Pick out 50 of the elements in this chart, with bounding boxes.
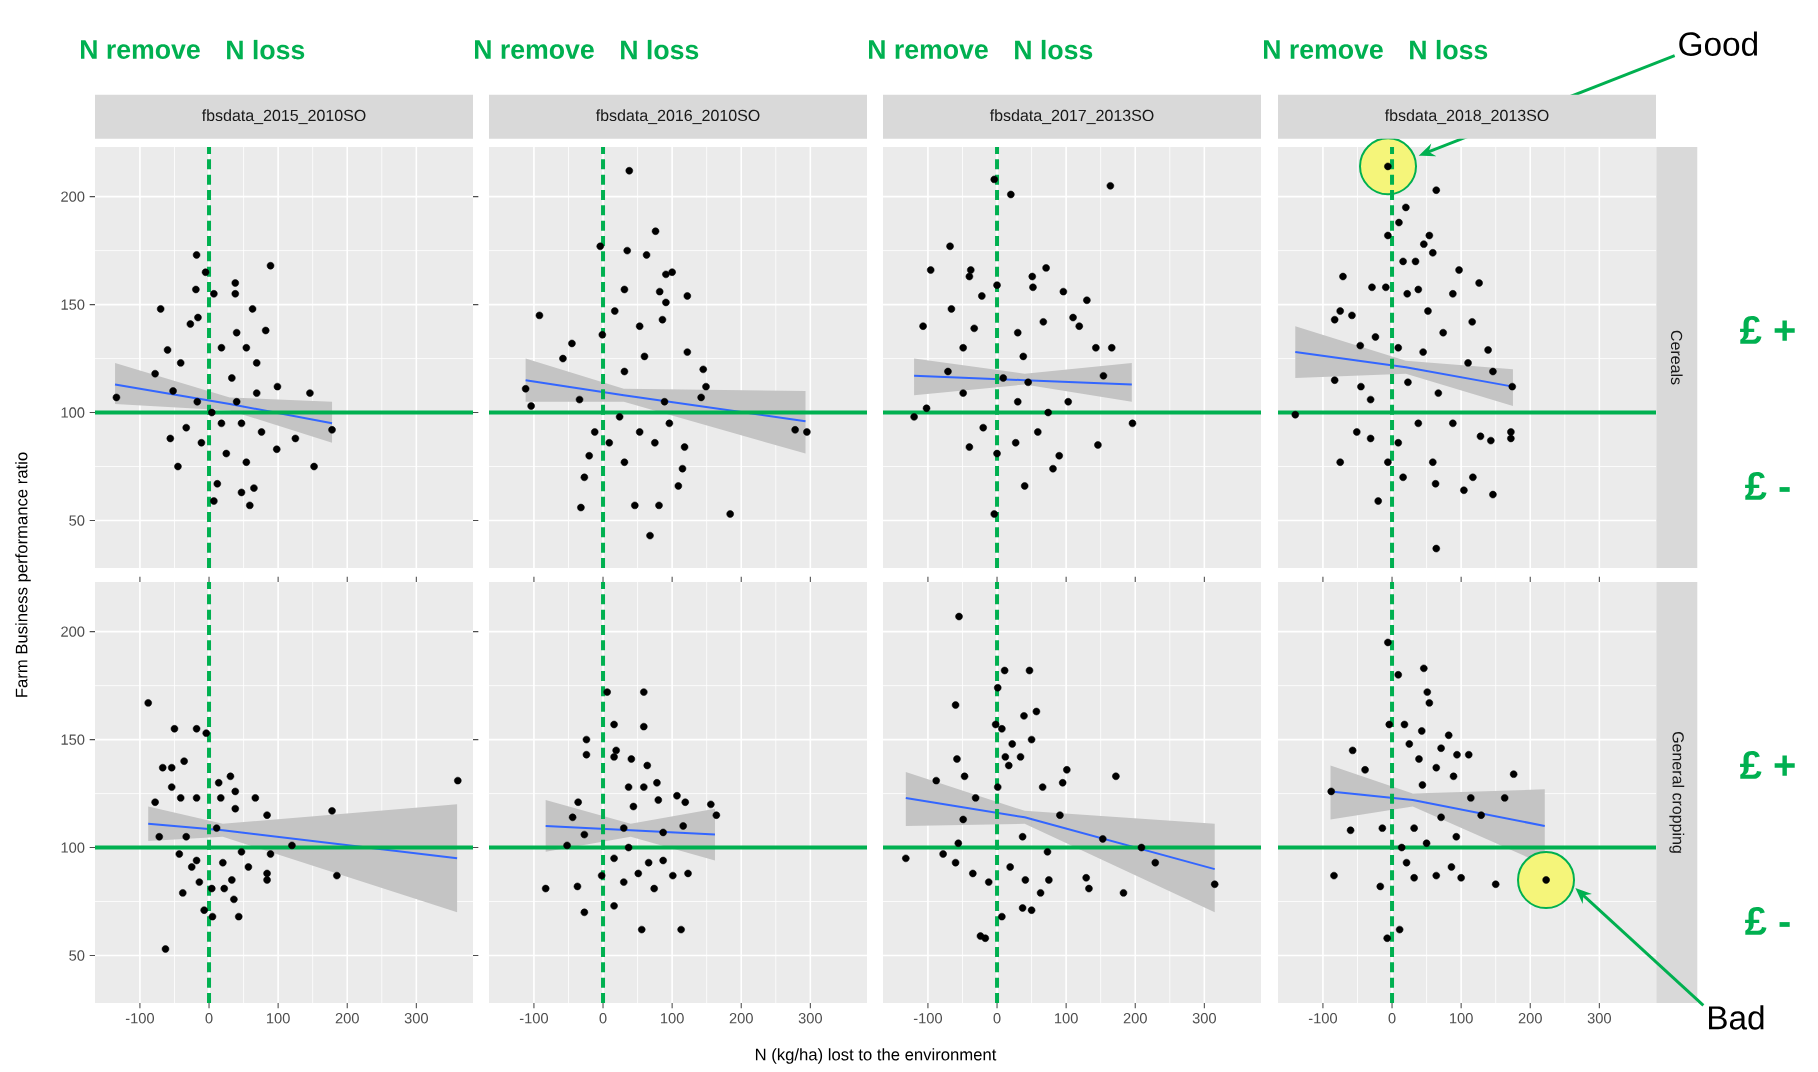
x-tick-label: 0	[205, 1013, 213, 1024]
y-tick-label: 50	[69, 950, 85, 961]
text: N loss	[1410, 39, 1488, 60]
text: Bad	[1709, 1005, 1764, 1030]
x-tick-label: 0	[1388, 1013, 1396, 1024]
text: N loss	[621, 39, 699, 60]
y-tick-label: 100	[61, 842, 85, 853]
text: N remove	[81, 40, 200, 59]
x-tick-label: 100	[661, 1013, 684, 1024]
y-tick-label: 200	[61, 191, 85, 202]
x-tick-label: -100	[1308, 1013, 1338, 1024]
x-tick-label: 300	[798, 1013, 822, 1024]
x-tick-label: 100	[267, 1013, 290, 1024]
x-tick-label: 200	[1123, 1013, 1147, 1024]
x-tick-label: -100	[125, 1013, 155, 1024]
x-axis-title: N (kg/ha) lost to the environment	[755, 1048, 997, 1064]
y-tick-label: 150	[61, 299, 85, 310]
text: £ -	[1745, 471, 1790, 500]
text: £ +	[1740, 750, 1795, 779]
chart-title: fbsdata_2018_2013SO	[1384, 109, 1549, 125]
y2-axis-title: Cereals	[1670, 330, 1683, 385]
text: N remove	[869, 40, 988, 59]
x-tick-label: 0	[993, 1013, 1001, 1024]
text: N loss	[227, 39, 305, 60]
text: £ +	[1740, 315, 1795, 344]
y-tick-label: 100	[61, 407, 85, 418]
text: N remove	[1264, 40, 1383, 59]
text: Good	[1679, 31, 1758, 56]
x-tick-label: 300	[1587, 1013, 1611, 1024]
chart-title: fbsdata_2017_2013SO	[989, 109, 1154, 125]
x-tick-label: 100	[1450, 1013, 1473, 1024]
y2-axis-title: General cropping	[1669, 731, 1685, 853]
x-tick-label: -100	[913, 1013, 943, 1024]
y-tick-label: 200	[61, 626, 85, 637]
x-tick-label: -100	[519, 1013, 549, 1024]
y-axis-title: Farm Business performance ratio	[15, 452, 31, 697]
text: N loss	[1015, 39, 1093, 60]
x-tick-label: 300	[404, 1013, 428, 1024]
x-tick-label: 200	[335, 1013, 359, 1024]
y-tick-label: 50	[69, 515, 85, 526]
y-tick-label: 150	[61, 734, 85, 745]
x-tick-label: 200	[1518, 1013, 1542, 1024]
text: N remove	[475, 40, 594, 59]
x-tick-label: 100	[1055, 1013, 1078, 1024]
x-tick-label: 0	[599, 1013, 607, 1024]
x-tick-label: 200	[729, 1013, 753, 1024]
chart-title: fbsdata_2015_2010SO	[201, 109, 366, 125]
chart-title: fbsdata_2016_2010SO	[595, 109, 760, 125]
text: £ -	[1745, 906, 1790, 935]
x-tick-label: 300	[1192, 1013, 1216, 1024]
